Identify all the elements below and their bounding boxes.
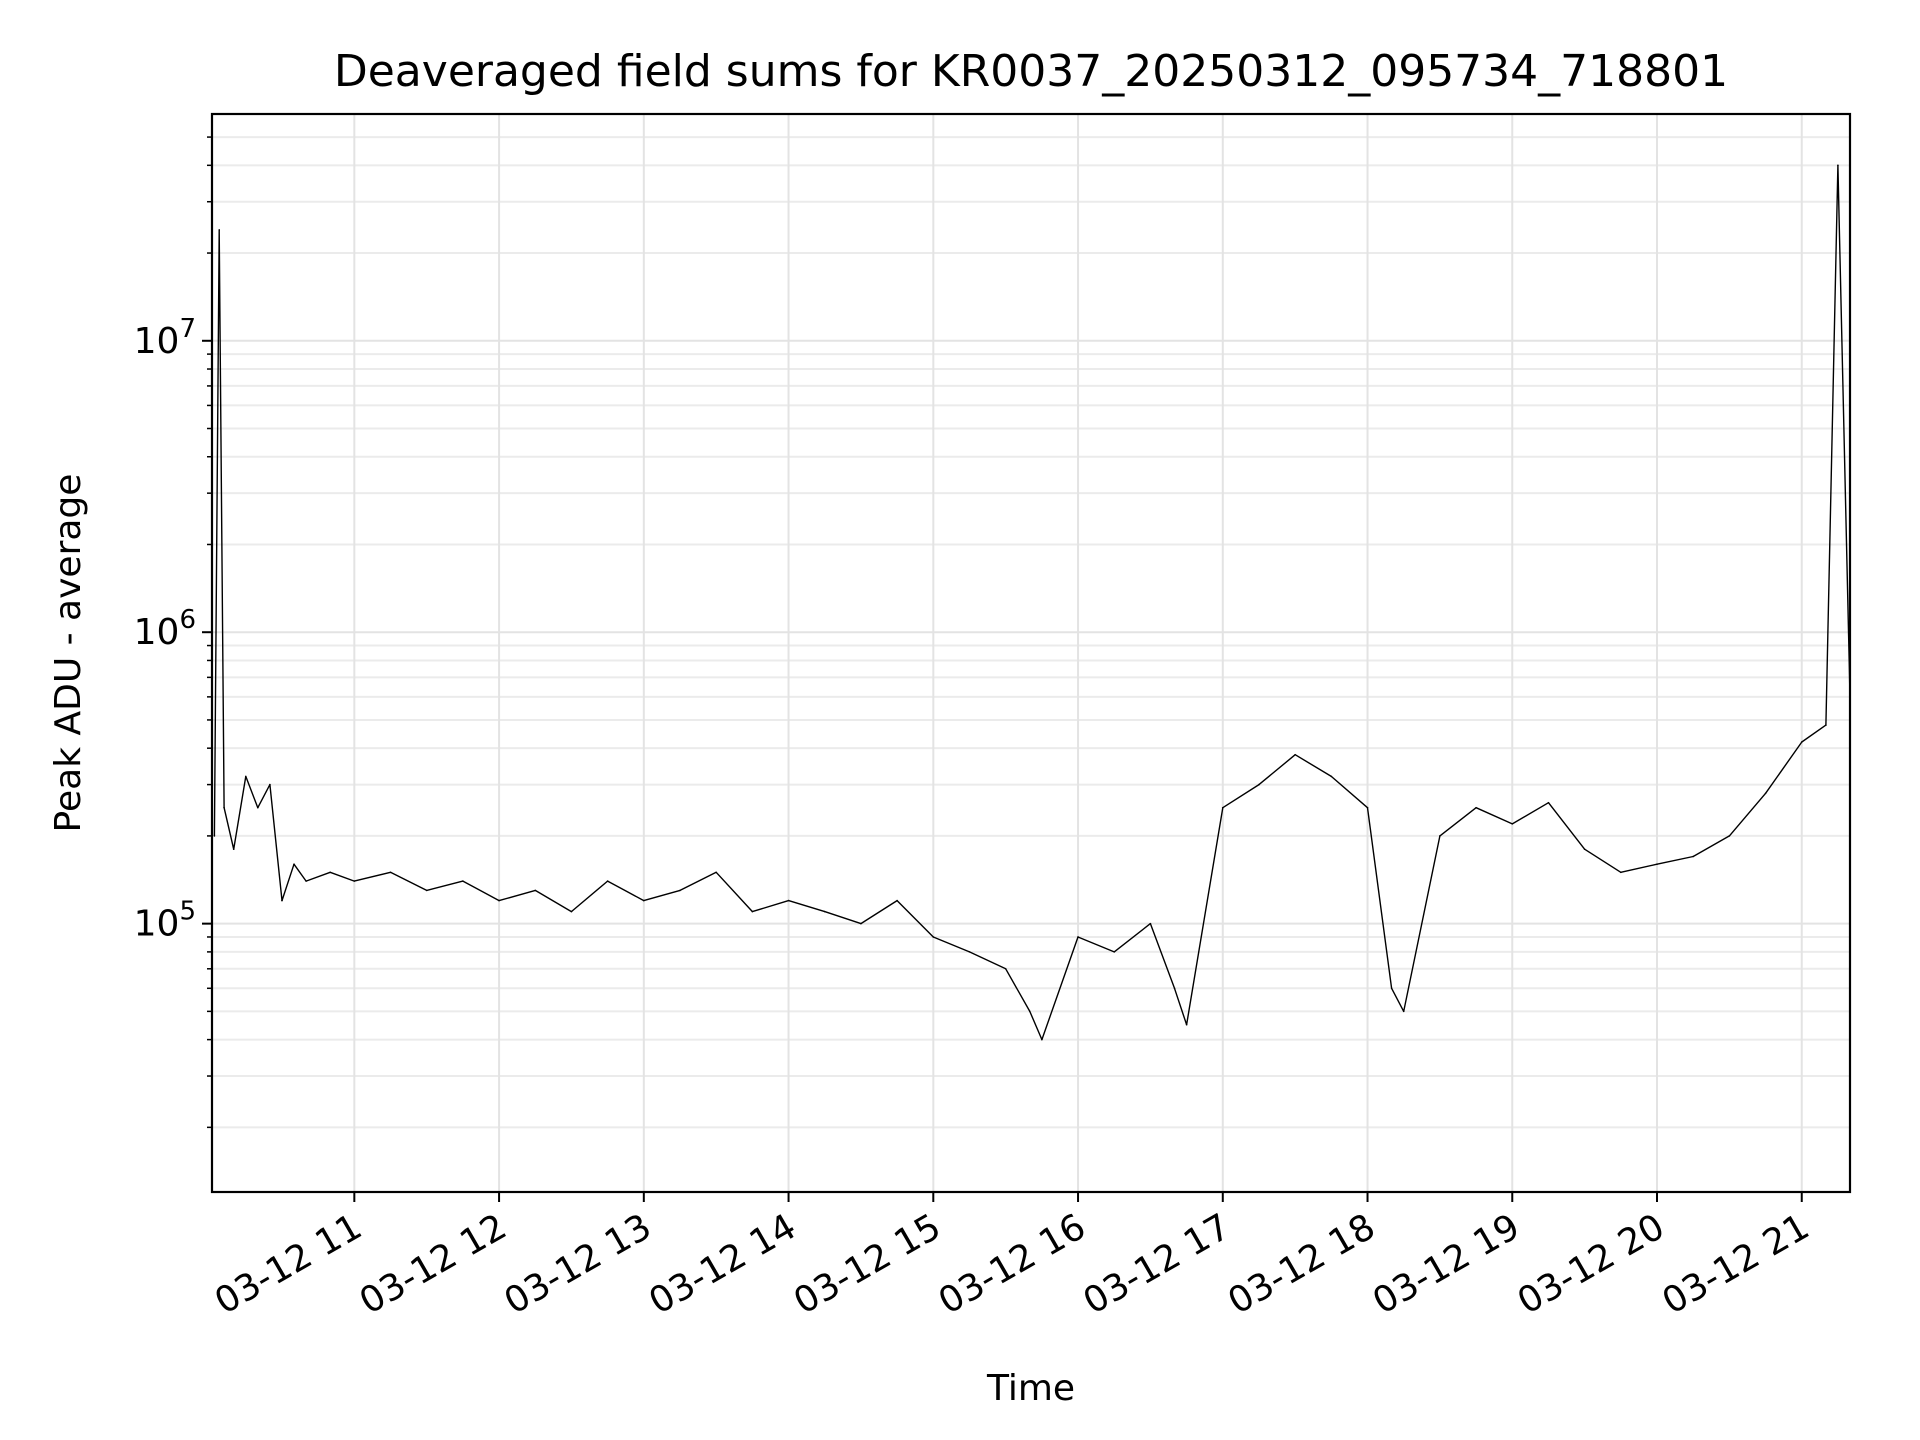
data-point xyxy=(1620,871,1622,874)
data-point xyxy=(223,806,225,809)
data-point xyxy=(1402,1010,1405,1013)
data-point xyxy=(305,880,307,882)
data-point xyxy=(257,806,259,809)
data-point xyxy=(1113,951,1116,953)
data-point xyxy=(1221,806,1224,809)
data-point xyxy=(570,910,573,913)
grid xyxy=(212,114,1850,1192)
y-axis-label: Peak ADU - average xyxy=(48,474,89,833)
data-point xyxy=(1439,835,1441,837)
data-point xyxy=(643,899,645,902)
data-point xyxy=(213,835,216,837)
data-point xyxy=(896,899,898,902)
data-point xyxy=(932,936,935,938)
series-line xyxy=(213,164,1851,1041)
y-tick-base: 10 xyxy=(134,612,180,653)
data-point xyxy=(1728,835,1731,837)
data-point xyxy=(218,229,221,231)
data-point xyxy=(1475,806,1477,809)
data-point xyxy=(281,899,283,902)
y-tick-base: 10 xyxy=(134,904,180,945)
data-point xyxy=(860,922,862,925)
data-point xyxy=(715,871,717,874)
data-point xyxy=(606,880,609,882)
data-point xyxy=(1390,987,1393,990)
data-point xyxy=(1330,775,1333,778)
data-point xyxy=(534,889,537,892)
data-point xyxy=(1692,855,1694,858)
y-tick-base: 10 xyxy=(134,321,180,362)
data-point xyxy=(244,775,247,778)
data-point xyxy=(1366,806,1369,809)
data-point xyxy=(1294,753,1296,756)
data-point xyxy=(329,871,332,874)
data-point xyxy=(1547,801,1550,804)
data-point xyxy=(968,951,971,953)
data-point xyxy=(389,871,392,874)
data-point xyxy=(1173,987,1176,990)
data-line xyxy=(213,164,1851,1041)
data-point xyxy=(1764,792,1767,795)
x-axis-label: Time xyxy=(986,1368,1075,1409)
data-point xyxy=(1149,922,1152,925)
data-point xyxy=(269,783,271,786)
data-point xyxy=(1077,936,1079,938)
data-point xyxy=(498,899,500,902)
data-point xyxy=(1583,848,1586,851)
data-point xyxy=(1258,783,1260,786)
data-point xyxy=(1825,724,1827,726)
data-point xyxy=(1800,741,1803,743)
data-point xyxy=(353,880,356,882)
data-point xyxy=(787,899,790,902)
y-tick-exponent: 6 xyxy=(179,605,196,635)
y-tick-label: 107 xyxy=(134,314,196,362)
y-tick-label: 106 xyxy=(134,605,196,653)
data-point xyxy=(751,910,754,913)
y-tick-exponent: 7 xyxy=(179,314,196,344)
data-point xyxy=(1656,863,1658,865)
data-point xyxy=(1004,967,1007,970)
data-point xyxy=(1041,1038,1043,1041)
chart-title: Deaveraged field sums for KR0037_2025031… xyxy=(334,46,1728,97)
data-point xyxy=(1837,164,1839,167)
data-point xyxy=(679,889,681,892)
data-point xyxy=(823,910,826,913)
y-tick-exponent: 5 xyxy=(179,897,196,927)
data-point xyxy=(425,889,428,892)
data-point xyxy=(1028,1010,1031,1013)
data-point xyxy=(1185,1023,1188,1026)
y-tick-label: 105 xyxy=(134,897,196,945)
data-point xyxy=(232,848,235,851)
plot-frame xyxy=(210,112,1852,1194)
data-point xyxy=(462,880,464,882)
data-point xyxy=(1511,823,1514,825)
data-point xyxy=(293,863,295,865)
